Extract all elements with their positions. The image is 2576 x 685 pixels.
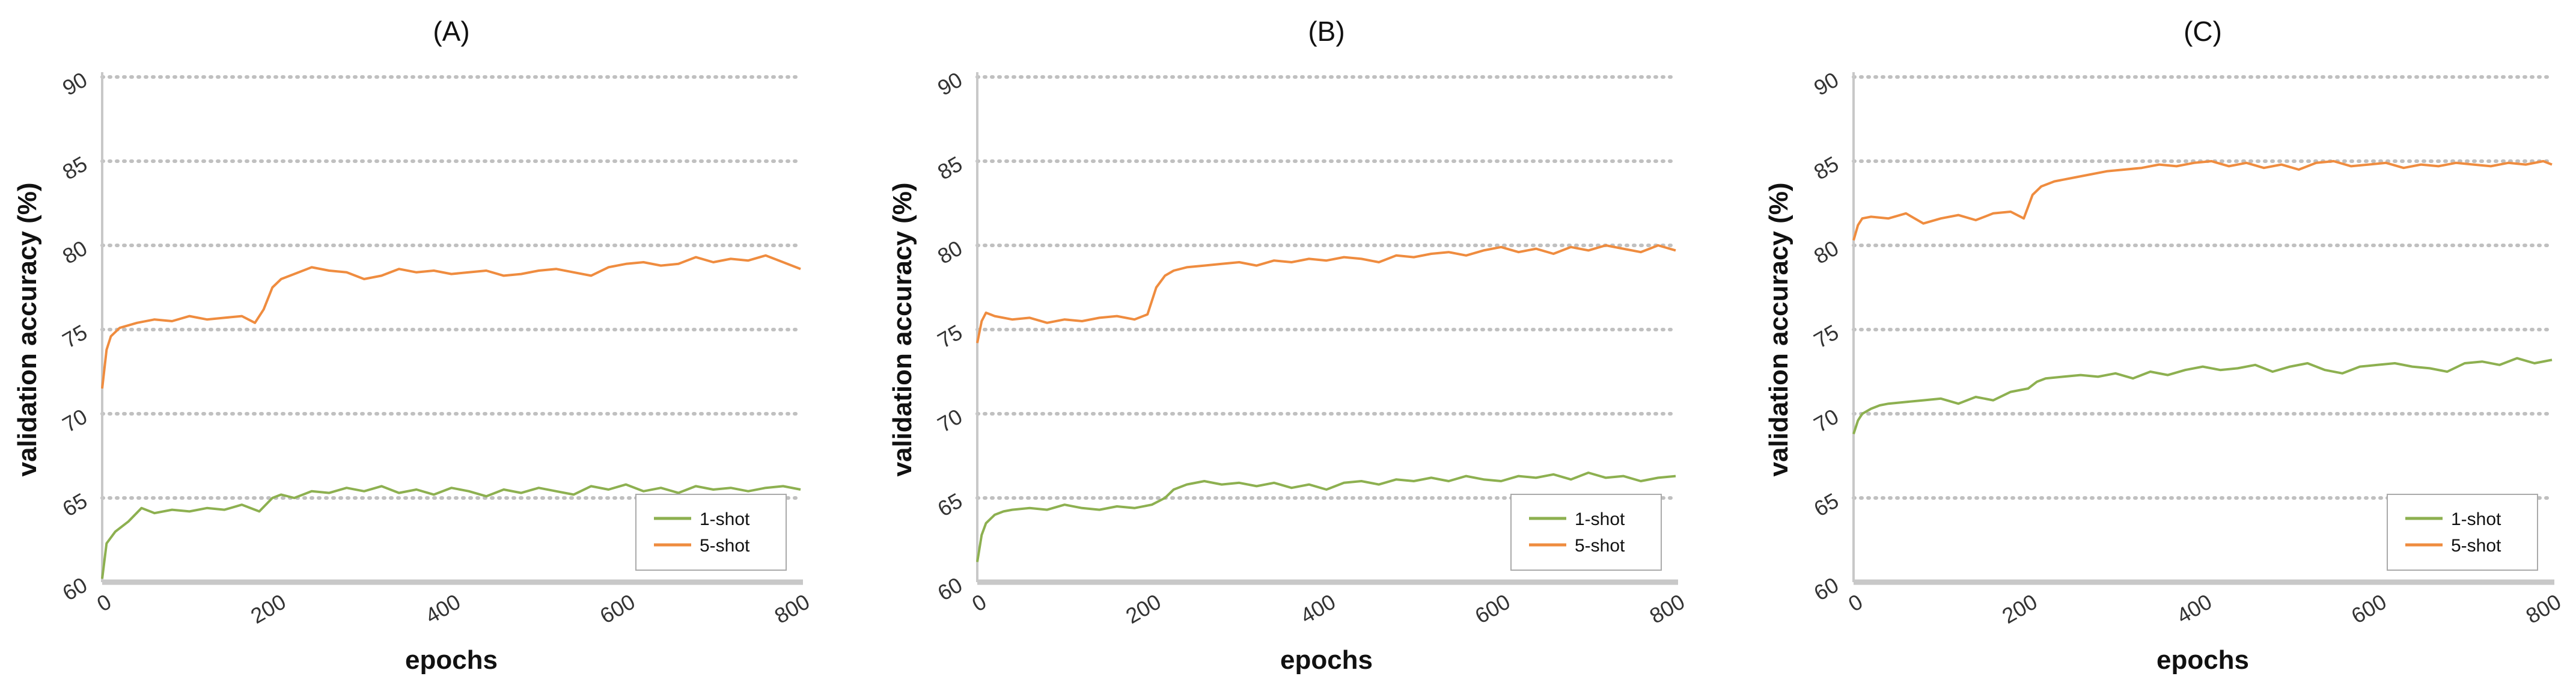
x-axis-title: epochs bbox=[1280, 645, 1373, 675]
series-line-5-shot bbox=[1852, 160, 2553, 241]
x-tick-label: 800 bbox=[2521, 589, 2565, 628]
x-tick-label: 600 bbox=[1471, 589, 1515, 628]
y-tick-label: 80 bbox=[933, 235, 966, 269]
y-tick-label: 75 bbox=[1810, 319, 1843, 353]
y-tick-label: 65 bbox=[1810, 488, 1843, 521]
series-line-5-shot bbox=[976, 244, 1676, 343]
y-tick-label: 90 bbox=[933, 67, 966, 100]
legend: 1-shot 5-shot bbox=[1510, 494, 1662, 571]
x-tick-label: 800 bbox=[1645, 589, 1689, 628]
legend-label: 1-shot bbox=[700, 509, 750, 529]
y-tick-label: 60 bbox=[933, 572, 966, 606]
y-tick-label: 60 bbox=[58, 572, 91, 606]
legend-label: 5-shot bbox=[1575, 536, 1625, 556]
legend-label: 1-shot bbox=[2451, 509, 2501, 529]
chart-panel-c: (C) 60 65 70 75 80 85 90 0 200 400 600 800 epochs vali… bbox=[1764, 16, 2565, 675]
legend: 1-shot 5-shot bbox=[2387, 494, 2538, 571]
y-tick-label: 65 bbox=[933, 488, 966, 521]
x-axis-title: epochs bbox=[2156, 645, 2249, 675]
y-tick-label: 80 bbox=[58, 235, 91, 269]
x-tick-label: 800 bbox=[770, 589, 814, 628]
panel-title: (A) bbox=[433, 16, 469, 47]
panel-title: (C) bbox=[2184, 16, 2222, 47]
y-tick-label: 60 bbox=[1810, 572, 1843, 606]
x-tick-label: 200 bbox=[1998, 589, 2042, 628]
x-tick-label: 200 bbox=[1122, 589, 1165, 628]
x-tick-label: 0 bbox=[968, 589, 990, 616]
y-tick-label: 70 bbox=[1810, 404, 1843, 437]
chart-panel-b: (B) 60 65 70 75 80 85 90 0 200 400 600 800 epochs vali… bbox=[888, 16, 1689, 675]
series-line-5-shot bbox=[101, 254, 801, 389]
y-tick-label: 70 bbox=[58, 404, 91, 437]
y-tick-label: 70 bbox=[933, 404, 966, 437]
y-tick-label: 90 bbox=[1810, 67, 1843, 100]
panel-title: (B) bbox=[1308, 16, 1344, 47]
x-tick-label: 600 bbox=[2347, 589, 2391, 628]
legend: 1-shot 5-shot bbox=[635, 494, 787, 571]
y-axis-title: validation accuracy (%) bbox=[888, 182, 917, 476]
y-axis-title: validation accuracy (%) bbox=[13, 182, 42, 476]
y-tick-label: 75 bbox=[58, 319, 91, 353]
y-tick-label: 75 bbox=[933, 319, 966, 353]
series-line-1-shot bbox=[1852, 357, 2553, 435]
series-line-1-shot bbox=[101, 483, 801, 579]
y-tick-label: 85 bbox=[58, 151, 91, 185]
legend-box bbox=[1510, 494, 1662, 571]
x-tick-label: 400 bbox=[1296, 589, 1340, 628]
x-tick-label: 0 bbox=[1844, 589, 1867, 616]
legend-label: 5-shot bbox=[2451, 536, 2501, 556]
chart-panel-a: (A) 60 65 70 75 80 85 90 0 200 400 600 800 epochs vali… bbox=[13, 16, 814, 675]
x-tick-label: 400 bbox=[2172, 589, 2216, 628]
y-tick-label: 85 bbox=[1810, 151, 1843, 185]
x-tick-label: 600 bbox=[596, 589, 639, 628]
legend-label: 1-shot bbox=[1575, 509, 1625, 529]
legend-box bbox=[2387, 494, 2538, 571]
x-axis-title: epochs bbox=[405, 645, 498, 675]
series-line-1-shot bbox=[976, 472, 1676, 562]
legend-label: 5-shot bbox=[700, 536, 750, 556]
x-tick-label: 400 bbox=[421, 589, 465, 628]
y-tick-label: 85 bbox=[933, 151, 966, 185]
y-axis-title: validation accuracy (%) bbox=[1764, 182, 1793, 476]
y-tick-label: 90 bbox=[58, 67, 91, 100]
y-tick-label: 65 bbox=[58, 488, 91, 521]
legend-box bbox=[635, 494, 787, 571]
y-tick-label: 80 bbox=[1810, 235, 1843, 269]
x-tick-label: 200 bbox=[246, 589, 290, 628]
x-tick-label: 0 bbox=[93, 589, 115, 616]
